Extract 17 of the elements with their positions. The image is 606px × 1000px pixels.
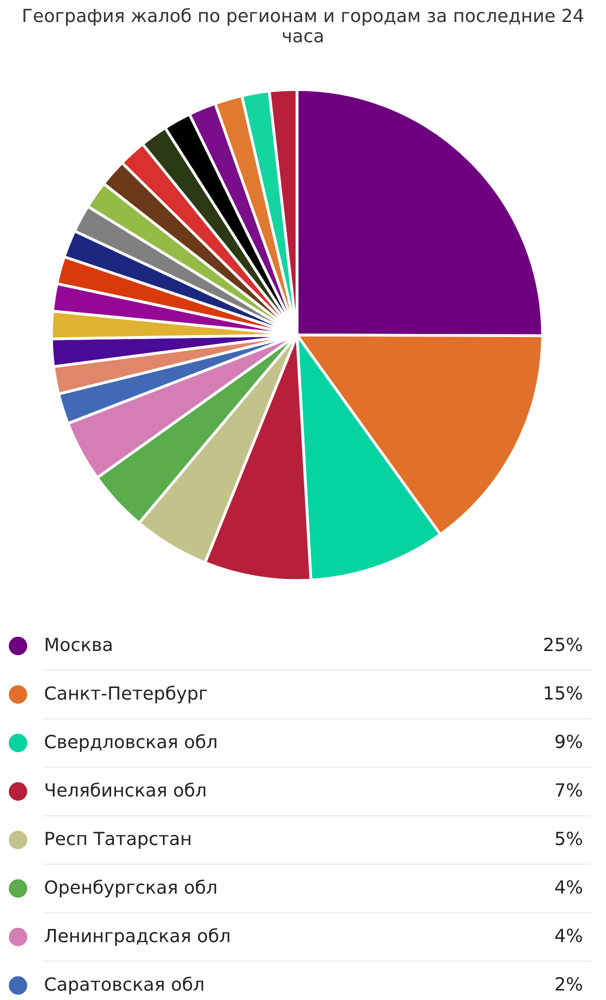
data-label: 9%	[555, 734, 582, 748]
legend-label: Ленинградская обл	[44, 928, 230, 946]
data-label: 25%	[544, 638, 582, 652]
data-label: 4%	[555, 928, 582, 942]
legend-label: Челябинская обл	[46, 782, 206, 797]
legend-label: Санкт-Петербург	[45, 686, 208, 704]
data-label: 5%	[556, 832, 582, 846]
legend-label: Саратовская обл	[45, 976, 204, 994]
data-label: 2%	[556, 977, 582, 991]
chart-title: География жалоб по регионам и городам за последние 24 часа	[24, 8, 584, 42]
data-label: 4%	[555, 880, 582, 894]
legend-label: Респ Татарстан	[46, 832, 190, 849]
legend-label: Свердловская обл	[45, 734, 216, 752]
legend-label: Оренбургская обл	[45, 880, 216, 898]
data-label: 15%	[544, 686, 582, 700]
legend-label: Москва	[46, 638, 112, 652]
data-label: 7%	[556, 783, 582, 797]
